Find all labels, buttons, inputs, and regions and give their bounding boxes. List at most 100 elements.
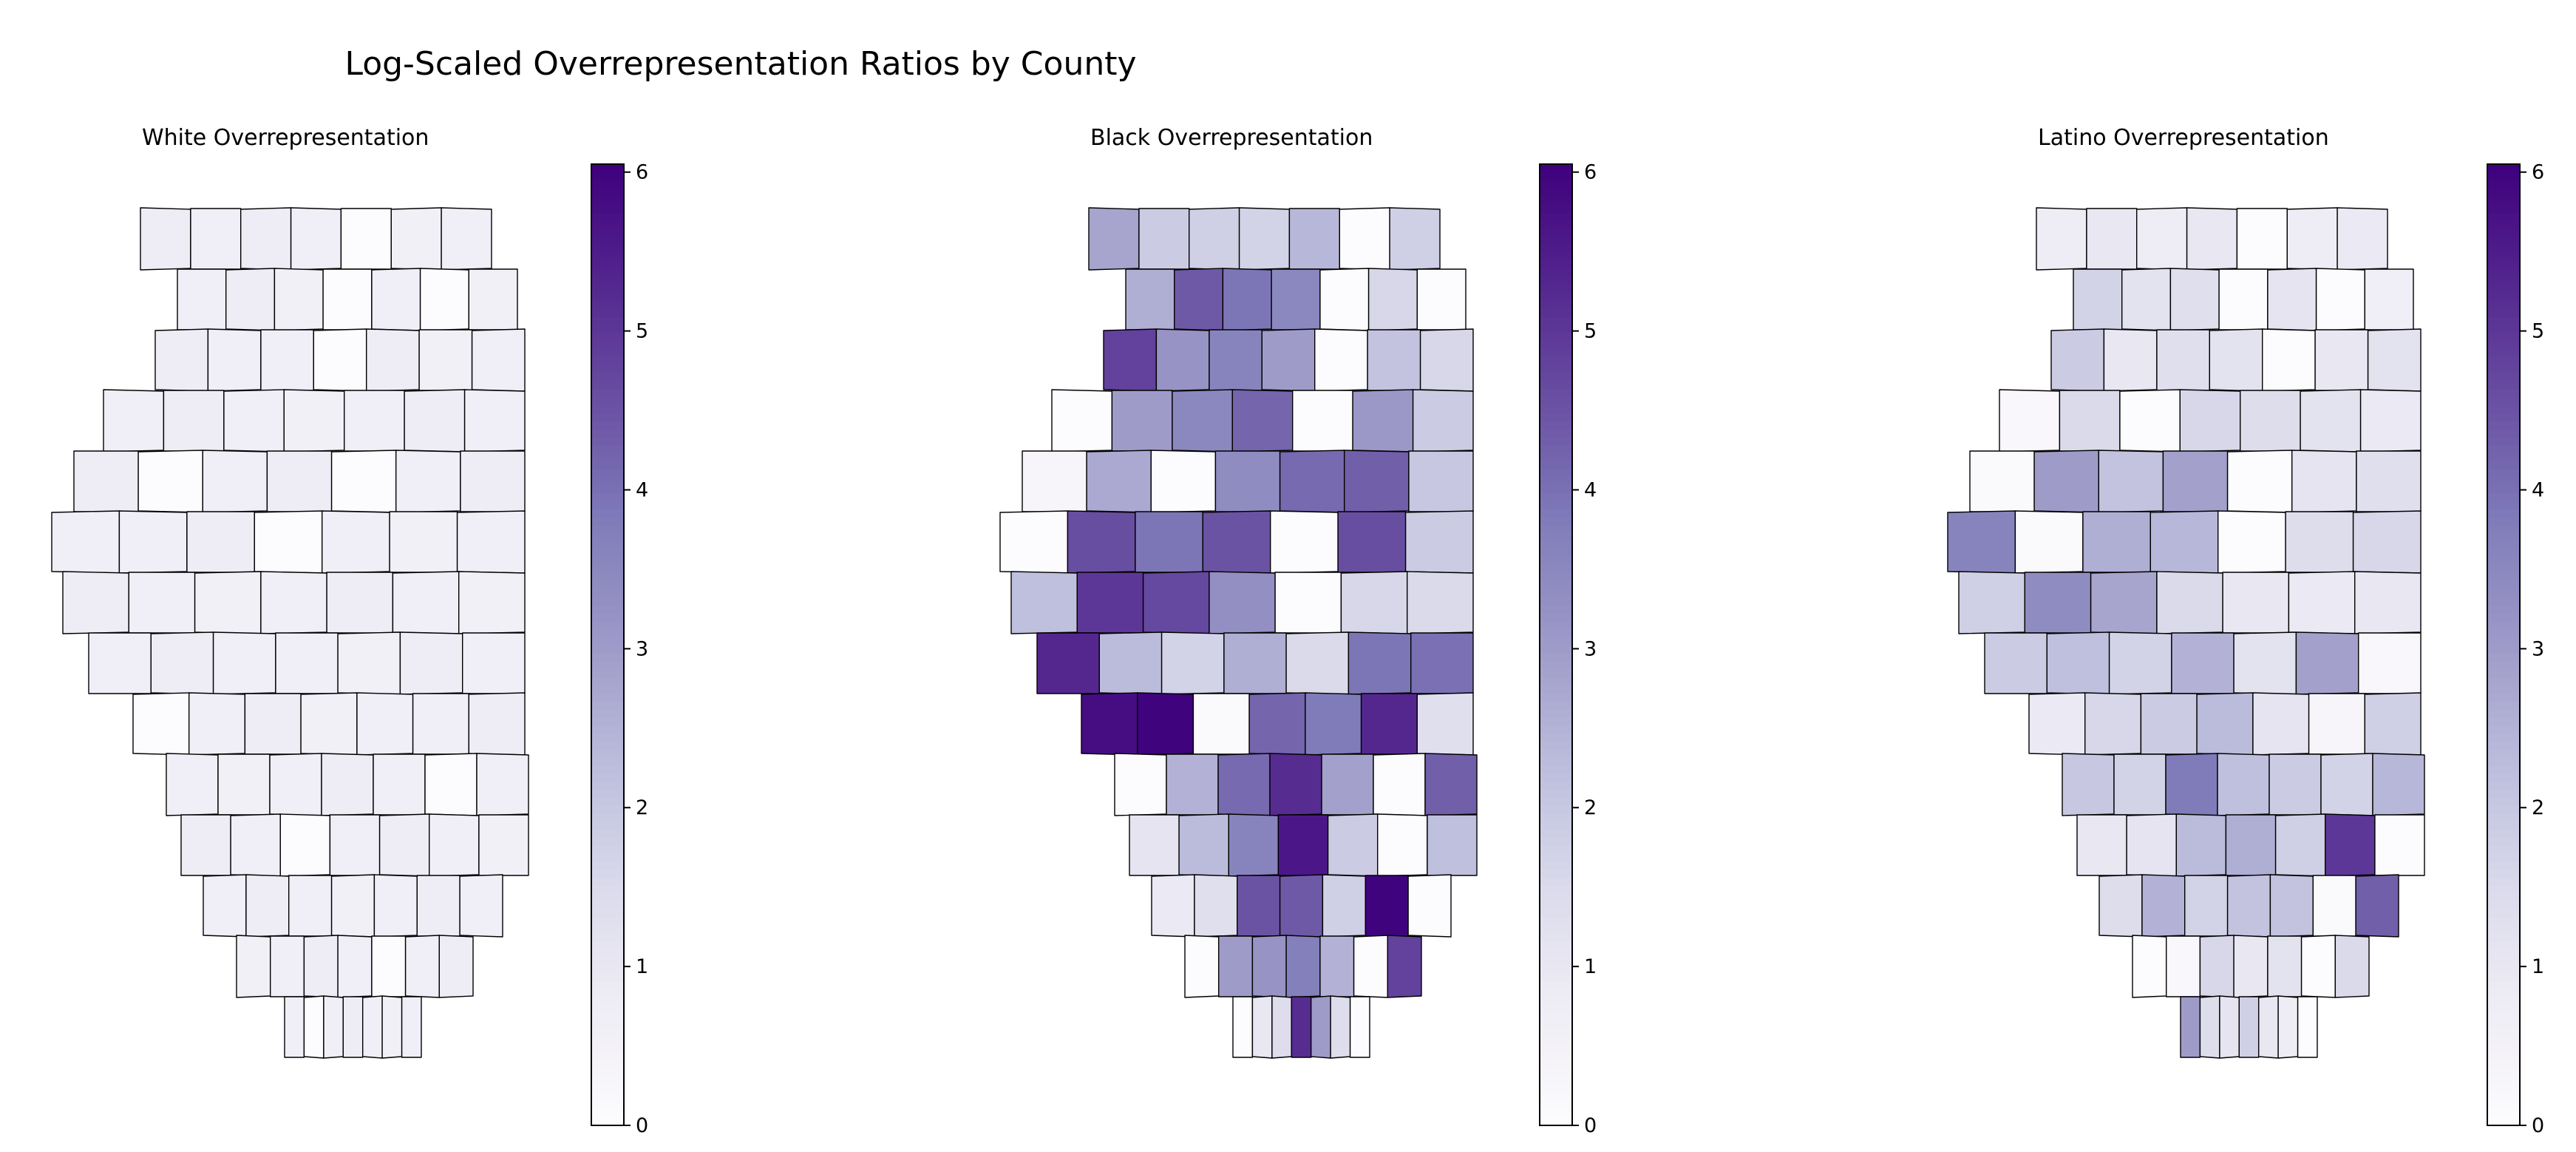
colorbar-band — [1540, 861, 1572, 870]
county — [1349, 996, 1370, 1058]
colorbar-band — [1540, 428, 1572, 437]
colorbar-band — [1540, 909, 1572, 918]
county — [279, 813, 331, 877]
county — [2334, 935, 2370, 998]
colorbar-band — [2487, 1053, 2520, 1062]
colorbar-band — [591, 957, 624, 966]
colorbar-band — [2487, 428, 2520, 437]
county — [132, 692, 190, 756]
county — [1274, 572, 1342, 634]
colorbar-tick-label: 2 — [636, 796, 648, 819]
colorbar-band — [591, 501, 624, 509]
county — [2269, 753, 2322, 816]
county — [2315, 268, 2366, 331]
colorbar-tick-label: 2 — [2532, 796, 2544, 819]
colorbar-tick-label: 1 — [1584, 955, 1597, 978]
colorbar-band — [2487, 853, 2520, 862]
colorbar-band — [591, 733, 624, 742]
colorbar-band — [591, 917, 624, 926]
county — [1419, 328, 1474, 392]
colorbar-band — [1540, 885, 1572, 894]
county — [2337, 207, 2388, 271]
colorbar-band — [2487, 1101, 2520, 1110]
colorbar-band — [1540, 628, 1572, 637]
colorbar-band — [1540, 292, 1572, 301]
county — [1327, 813, 1379, 877]
county — [459, 874, 503, 938]
colorbar-band — [591, 773, 624, 782]
colorbar-band — [2487, 412, 2520, 421]
county — [456, 510, 526, 574]
county — [2186, 207, 2238, 271]
colorbar: 0 1 2 3 4 5 6 — [591, 161, 648, 1137]
county — [1178, 813, 1230, 877]
colorbar-band — [2487, 589, 2520, 597]
county — [283, 389, 345, 453]
county — [1238, 207, 1291, 271]
colorbar-band — [2487, 844, 2520, 854]
colorbar-band — [1540, 652, 1572, 662]
colorbar-band — [591, 212, 624, 221]
county — [2132, 935, 2167, 998]
colorbar-band — [591, 821, 624, 830]
county — [2169, 268, 2220, 331]
colorbar-band — [1540, 965, 1572, 974]
colorbar-band — [2487, 1093, 2520, 1102]
county — [1022, 450, 1087, 512]
county — [2062, 753, 2115, 816]
colorbar-band — [1540, 645, 1572, 654]
county — [441, 207, 492, 271]
colorbar-band — [591, 236, 624, 245]
colorbar-band — [1540, 316, 1572, 325]
county — [2233, 631, 2297, 695]
colorbar-band — [1540, 524, 1572, 533]
colorbar-band — [2487, 1061, 2520, 1070]
county — [207, 328, 262, 392]
county — [1194, 874, 1238, 938]
county — [2217, 510, 2286, 574]
colorbar-band — [591, 693, 624, 702]
county — [1310, 995, 1331, 1059]
colorbar-band — [1540, 660, 1572, 670]
county — [1081, 692, 1138, 756]
colorbar-band — [2487, 164, 2520, 173]
county — [2175, 813, 2227, 877]
colorbar-band — [2487, 837, 2520, 846]
county — [2218, 268, 2269, 331]
colorbar-band — [591, 677, 624, 685]
colorbar-band — [591, 564, 624, 574]
county — [2236, 208, 2288, 270]
county — [1223, 632, 1287, 694]
county — [2150, 510, 2219, 574]
county — [2267, 268, 2317, 331]
colorbar-band — [2487, 508, 2520, 518]
colorbar-band — [2487, 804, 2520, 814]
colorbar-band — [591, 637, 624, 646]
colorbar-band — [2487, 244, 2520, 253]
colorbar-band — [591, 597, 624, 606]
colorbar-band — [2487, 501, 2520, 509]
colorbar-band — [1540, 444, 1572, 453]
colorbar-band — [1540, 1037, 1572, 1046]
county — [2367, 328, 2422, 392]
colorbar-tick-label: 4 — [1584, 478, 1597, 501]
county — [1376, 813, 1428, 877]
county — [329, 814, 381, 876]
colorbar-band — [1540, 172, 1572, 181]
colorbar-band — [1540, 164, 1572, 173]
colorbar-band — [1540, 388, 1572, 397]
county — [330, 450, 397, 513]
county — [2286, 207, 2338, 271]
colorbar-band — [1540, 372, 1572, 382]
county — [404, 935, 440, 998]
colorbar-band — [591, 652, 624, 662]
county — [429, 813, 480, 877]
colorbar-band — [1540, 1093, 1572, 1102]
colorbar-band — [591, 685, 624, 694]
colorbar-band — [1540, 612, 1572, 622]
colorbar-band — [591, 869, 624, 878]
county — [340, 208, 392, 270]
county — [1291, 996, 1312, 1058]
county — [236, 935, 271, 998]
